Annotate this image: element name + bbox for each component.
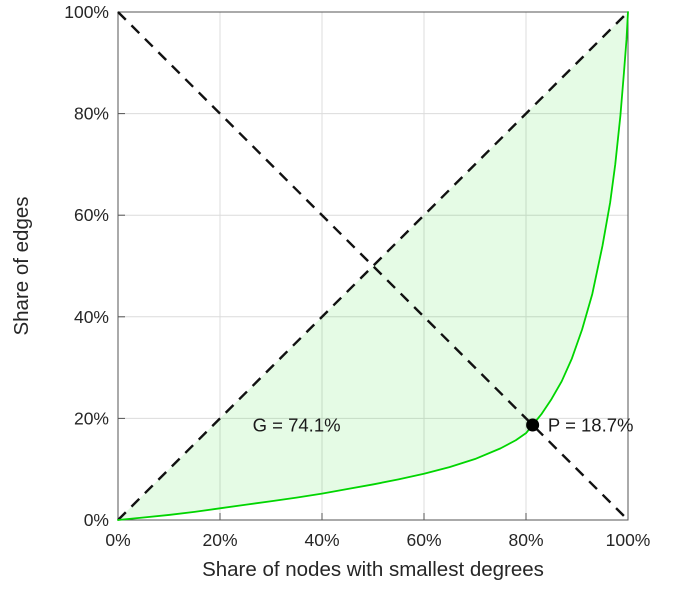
y-tick-label: 0% [84,510,109,530]
gini-label: G = 74.1% [253,415,341,436]
y-tick-label: 100% [64,2,109,22]
x-tick-label: 80% [508,530,543,550]
equality-line [117,11,629,521]
y-tick-label: 20% [74,408,109,428]
axes-box [117,11,629,521]
x-tick-label: 20% [202,530,237,550]
x-tick-label: 40% [304,530,339,550]
x-tick-label: 0% [105,530,130,550]
p-point [526,418,540,432]
x-tick-label: 100% [606,530,651,550]
y-axis-label: Share of edges [10,196,33,336]
p-label: P = 18.7% [548,415,634,436]
y-tick-label: 60% [74,205,109,225]
x-axis-label: Share of nodes with smallest degrees [202,558,544,581]
y-tick-label: 80% [74,104,109,124]
lorenz-curve [117,11,629,521]
anti-diagonal-line [117,11,629,521]
x-tick-label: 60% [406,530,441,550]
y-tick-label: 40% [74,307,109,327]
